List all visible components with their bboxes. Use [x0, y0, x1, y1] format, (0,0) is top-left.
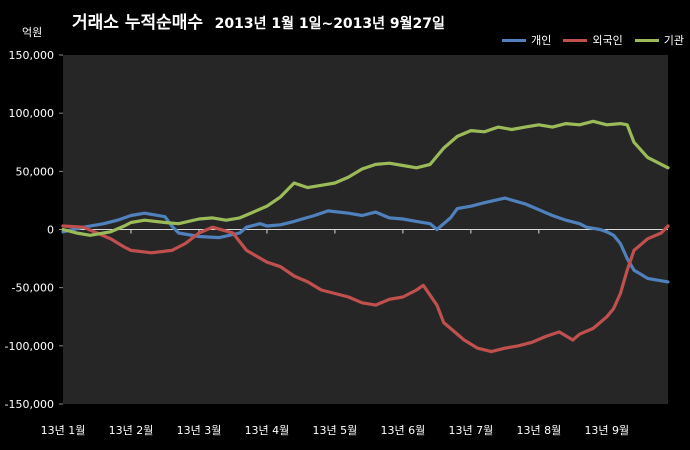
- x-tick-label: 13년 3월: [177, 424, 222, 437]
- x-tick-label: 13년 7월: [448, 424, 493, 437]
- chart-title-range: 2013년 1월 1일~2013년 9월27일: [214, 16, 445, 32]
- y-tick-label: 50,000: [16, 165, 55, 178]
- y-tick-label: -150,000: [5, 398, 54, 411]
- x-tick-label: 13년 6월: [381, 424, 426, 437]
- legend-item-institution: 기관: [634, 32, 684, 48]
- legend: 개인 외국인 기관: [502, 32, 684, 48]
- x-tick-label: 13년 2월: [109, 424, 154, 437]
- y-tick-label: 150,000: [9, 49, 55, 62]
- legend-swatch-institution: [634, 38, 659, 42]
- y-tick-label: -100,000: [5, 340, 54, 353]
- x-tick-label: 13년 5월: [313, 424, 358, 437]
- series-line-1: [61, 224, 670, 354]
- y-tick-label: -50,000: [12, 282, 54, 295]
- legend-swatch-foreign: [563, 38, 588, 42]
- legend-label-foreign: 외국인: [592, 34, 623, 47]
- x-tick-label: 13년 8월: [516, 424, 561, 437]
- series-line-0: [61, 196, 670, 284]
- y-tick-label: 100,000: [9, 107, 55, 120]
- legend-item-individual: 개인: [502, 32, 551, 48]
- y-unit-label: 억원: [22, 26, 43, 39]
- x-tick-label: 13년 9월: [584, 424, 629, 437]
- legend-swatch-individual: [502, 38, 527, 42]
- legend-label-institution: 기관: [663, 34, 684, 47]
- chart-title: 거래소 누적순매수 2013년 1월 1일~2013년 9월27일: [72, 8, 445, 33]
- x-tick-label: 13년 1월: [41, 424, 86, 437]
- x-tick-label: 13년 4월: [245, 424, 290, 437]
- y-tick-label: 0: [47, 224, 54, 237]
- legend-item-foreign: 외국인: [563, 32, 623, 48]
- legend-label-individual: 개인: [531, 34, 552, 47]
- chart-title-main: 거래소 누적순매수: [72, 13, 204, 33]
- series-line-2: [61, 119, 670, 237]
